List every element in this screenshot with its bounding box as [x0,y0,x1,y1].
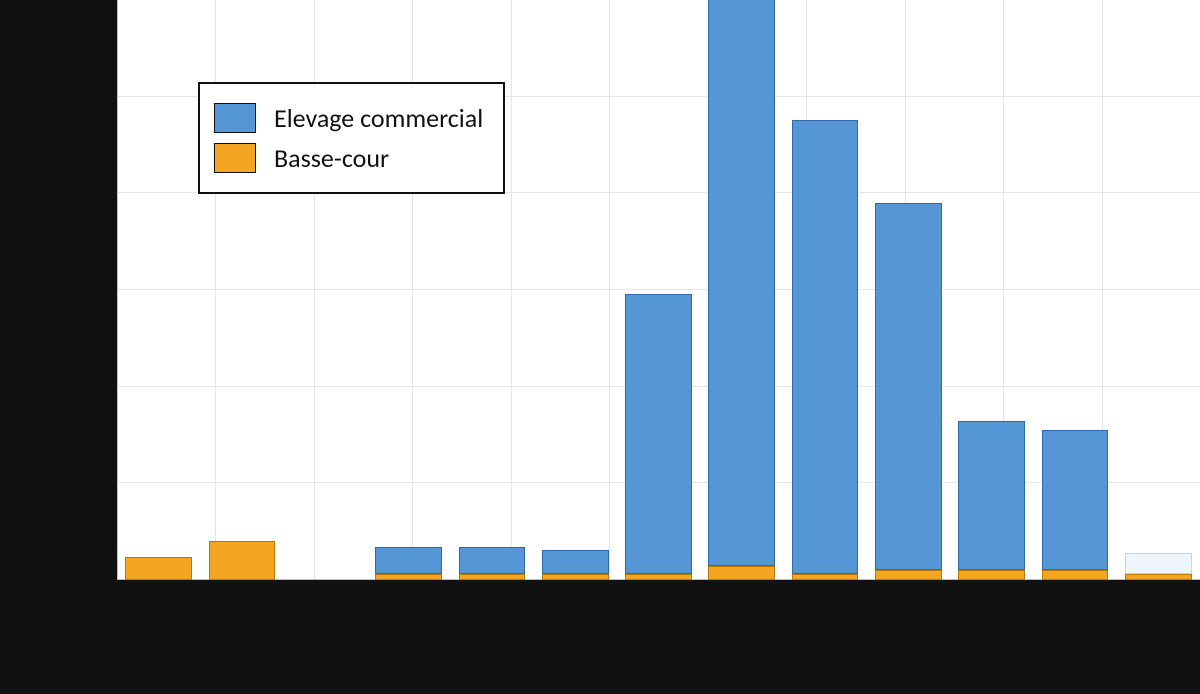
bar-basse [708,566,775,580]
bar-basse [958,570,1025,580]
chart-root: Elevage commercial Basse-cour [0,0,1200,694]
bar-basse [125,557,192,580]
bar-elevage [1125,553,1192,574]
legend-swatch-elevage [214,103,256,133]
legend-label-elevage: Elevage commercial [274,105,483,131]
bar-elevage [459,547,526,574]
bar-basse [209,541,276,580]
legend-item-elevage: Elevage commercial [214,98,483,138]
bar-elevage [375,547,442,574]
legend-label-basse: Basse-cour [274,145,389,171]
bar-elevage [542,550,609,574]
bar-elevage [792,120,859,574]
bar-basse [1042,570,1109,580]
y-axis-panel [0,0,117,694]
bar-elevage [958,421,1025,571]
bar-elevage [708,0,775,566]
legend-item-basse: Basse-cour [214,138,483,178]
bar-elevage [875,203,942,570]
x-axis-panel [117,580,1200,694]
legend: Elevage commercial Basse-cour [198,82,505,194]
legend-swatch-basse [214,143,256,173]
bar-elevage [1042,430,1109,570]
bar-basse [875,570,942,580]
bar-elevage [625,294,692,574]
